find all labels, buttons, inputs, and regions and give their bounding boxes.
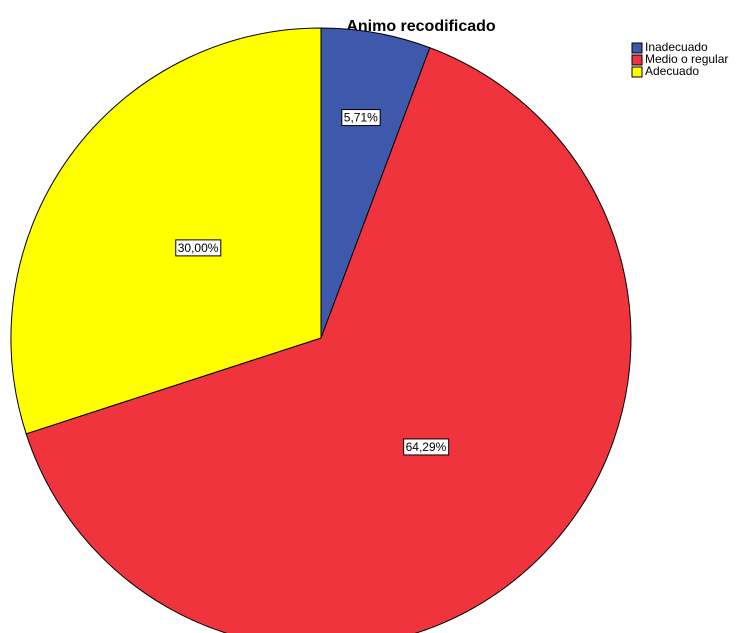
legend-label: Inadecuado — [645, 40, 708, 54]
legend-label: Adecuado — [645, 64, 699, 78]
legend-swatch — [631, 66, 643, 78]
pie-slice — [10, 27, 322, 435]
data-label-box — [403, 438, 450, 456]
legend-swatch — [631, 54, 643, 66]
pie-slice — [25, 47, 632, 633]
data-label: 64,29% — [406, 440, 447, 454]
data-label-box — [341, 109, 381, 127]
chart-title: Animo recodificado — [346, 18, 496, 35]
data-label: 5,71% — [344, 111, 378, 125]
data-label: 30,00% — [178, 241, 219, 255]
legend-label: Medio o regular — [645, 52, 728, 66]
legend-swatch — [631, 42, 643, 54]
data-label-box — [175, 239, 222, 257]
